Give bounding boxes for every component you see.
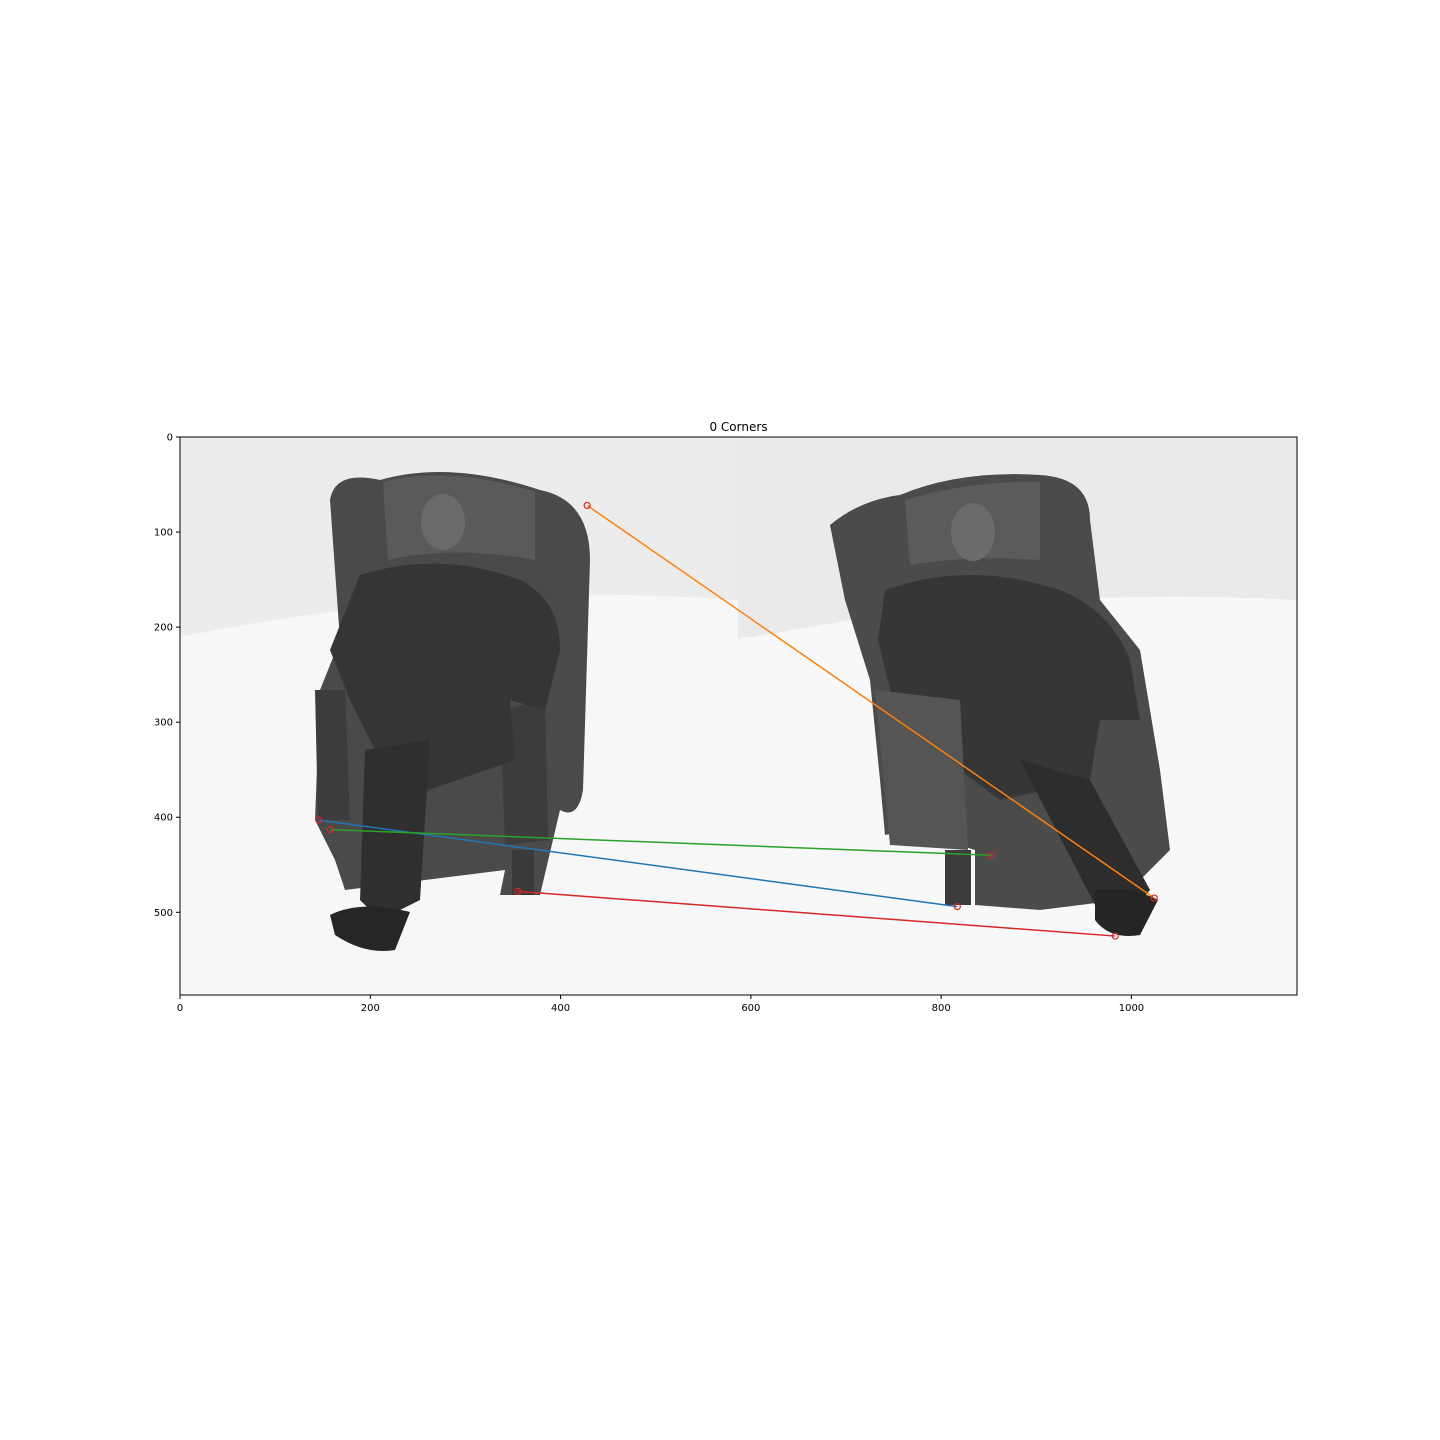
keypoint-marker (953, 902, 961, 911)
keypoint-marker (1111, 932, 1119, 940)
x-tick-label: 400 (551, 1003, 570, 1014)
keypoint-marker (326, 825, 334, 834)
x-tick-label: 800 (932, 1003, 951, 1014)
keypoint-marker (514, 887, 522, 895)
match-line (318, 819, 958, 908)
x-tick-label: 600 (741, 1003, 760, 1014)
keypoint-marker (1150, 894, 1158, 902)
y-tick-label: 500 (154, 908, 173, 919)
x-tick-label: 0 (177, 1003, 183, 1014)
x-tick-label: 200 (361, 1003, 380, 1014)
y-tick-label: 0 (167, 433, 173, 444)
x-axis-ticks: 0 200 400 600 800 1000 (177, 995, 1144, 1014)
match-line (517, 890, 1116, 937)
x-tick-label: 1000 (1119, 1003, 1144, 1014)
y-tick-label: 400 (154, 813, 173, 824)
match-lines (318, 504, 1155, 937)
match-line (586, 504, 1155, 899)
left-chair-figure (315, 472, 590, 951)
match-line (330, 828, 992, 857)
chart-title: 0 Corners (709, 420, 767, 434)
keypoints (315, 501, 1158, 940)
y-axis-ticks: 0 100 200 300 400 500 (154, 433, 180, 919)
y-tick-label: 200 (154, 623, 173, 634)
keypoint-marker (987, 851, 996, 859)
keypoint-marker (315, 816, 323, 824)
y-tick-label: 300 (154, 718, 173, 729)
photo-background (180, 437, 1297, 995)
y-tick-label: 100 (154, 528, 173, 539)
right-chair-figure (830, 474, 1170, 936)
keypoint-marker (583, 501, 591, 510)
axes-frame (179, 436, 1298, 996)
